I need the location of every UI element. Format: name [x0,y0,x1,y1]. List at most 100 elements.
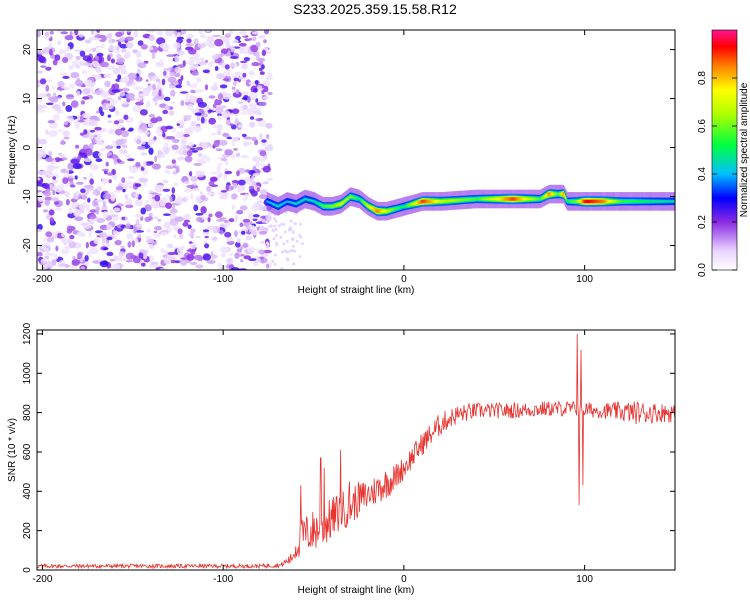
noise-speck [151,89,159,98]
noise-speck [207,217,211,223]
ridge-cell [649,200,651,203]
ridge-cell [349,195,351,199]
noise-speck [204,84,209,91]
noise-speck [95,110,100,114]
ridge-cell [407,204,409,207]
noise-speck [265,122,273,129]
noise-speck [258,206,268,211]
noise-speck [111,89,120,93]
noise-speck [52,176,56,180]
ridge-cell [320,204,323,207]
noise-speck [258,194,268,200]
noise-speck [54,207,63,211]
noise-speck [101,168,110,172]
ridge-cell [537,197,540,201]
ridge-cell [298,201,300,204]
noise-speck [76,90,81,97]
noise-speck [84,79,93,88]
ridge-cell [272,202,274,205]
noise-speck [83,158,93,162]
noise-speck [258,133,263,140]
ridge-cell [394,207,396,211]
x-tick-label: 0 [401,274,407,285]
ridge-cell [671,200,673,203]
ridge-cell [435,199,438,203]
noise-speck [219,84,228,89]
noise-speck [256,187,260,192]
ridge-cell [624,200,626,203]
ridge-cell [412,202,415,206]
noise-speck [253,88,258,93]
noise-speck [280,222,284,226]
ridge-cell [555,192,557,196]
ridge-cell [276,204,278,207]
noise-speck [192,187,200,191]
noise-speck [261,218,266,224]
noise-speck [221,253,226,258]
noise-speck [154,194,161,202]
ridge-cell [534,197,536,201]
noise-speck [163,142,169,149]
ridge-cell [542,196,544,199]
noise-speck [286,258,290,262]
noise-speck [240,60,248,64]
noise-speck [37,82,42,87]
ridge-cell [339,202,341,206]
noise-speck [189,125,194,130]
noise-speck [214,98,223,106]
noise-speck [235,152,241,157]
noise-speck [226,70,230,77]
noise-speck [265,220,269,224]
ridge-cell [614,200,617,203]
noise-speck [135,161,141,167]
noise-speck [134,97,143,101]
ridge-cell [594,199,596,204]
ridge-cell [633,200,635,203]
noise-speck [99,148,106,152]
ridge-cell [277,205,279,208]
ridge-cell [588,199,591,204]
colorbar-tick-label: 0.4 [697,167,708,181]
noise-speck [180,100,185,107]
ridge-cell [621,200,623,203]
noise-speck [138,120,144,124]
noise-speck [231,193,238,200]
noise-speck [119,149,128,154]
ridge-cell [547,193,549,197]
ridge-cell [576,200,579,203]
ridge-cell [382,209,385,213]
noise-speck [186,254,195,261]
ridge-cell [391,208,393,212]
noise-speck [109,214,119,218]
noise-speck [94,134,98,138]
ridge-cell [441,199,443,203]
noise-speck [49,30,54,35]
noise-speck [186,33,194,39]
noise-speck [164,147,170,155]
noise-speck [69,180,74,186]
ridge-cell [656,200,659,203]
ridge-cell [324,205,326,208]
noise-speck [212,34,221,38]
ridge-cell [466,198,468,201]
noise-speck [191,70,199,76]
ridge-cell [647,200,649,203]
y-tick-label: 20 [22,44,33,56]
noise-speck [114,109,120,117]
noise-speck [135,230,145,233]
noise-speck [167,256,177,261]
noise-speck [169,196,173,203]
ridge-cell [673,200,675,203]
noise-speck [154,225,162,231]
ridge-cell [375,208,377,212]
colorbar-ticks: 0.0 0.2 0.4 0.6 0.8 [697,71,737,277]
colorbar-label: Normalized spectral amplitude [739,82,750,217]
y-axis-ticks-top: -20 -10 0 10 20 [22,44,675,253]
noise-speck [70,158,80,164]
noise-speck [80,222,89,226]
noise-speck [73,211,79,217]
ridge-cell [591,199,594,204]
noise-speck [148,263,158,268]
noise-speck [224,149,234,156]
